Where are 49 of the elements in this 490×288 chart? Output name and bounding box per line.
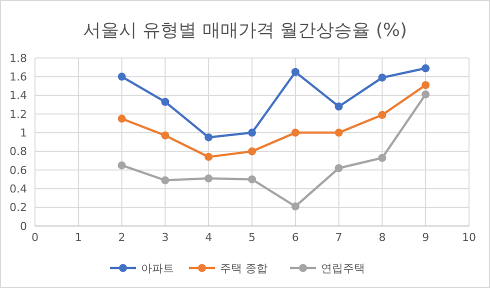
point <box>204 133 213 142</box>
point <box>204 174 213 182</box>
x-tick-label: 7 <box>335 231 342 244</box>
x-tick-label: 4 <box>205 231 212 244</box>
point <box>422 90 430 98</box>
x-tick-label: 6 <box>292 231 299 244</box>
x-tick-label: 10 <box>462 231 476 244</box>
y-tick-label: 1.2 <box>10 108 27 121</box>
point <box>118 114 126 123</box>
x-tick-label: 2 <box>118 231 126 244</box>
point <box>161 131 170 140</box>
y-tick-label: 1.4 <box>10 89 27 102</box>
point <box>248 128 256 137</box>
x-tick-label: 5 <box>248 231 256 244</box>
y-tick-label: 1.8 <box>10 52 27 65</box>
point <box>204 152 213 161</box>
y-tick-label: 0.2 <box>10 201 27 214</box>
chart-title: 서울시 유형별 매매가격 월간상승율 (%) <box>82 20 408 41</box>
point <box>248 175 256 184</box>
y-tick-label: 0 <box>20 220 27 233</box>
point <box>334 164 343 172</box>
x-tick-label: 1 <box>74 231 82 244</box>
y-tick-label: 1.6 <box>10 70 27 84</box>
point <box>422 81 430 90</box>
point <box>334 102 343 111</box>
point <box>291 202 300 210</box>
point <box>378 74 386 82</box>
point <box>422 64 430 72</box>
y-tick-label: 1 <box>20 126 27 140</box>
y-tick-label: 0.8 <box>10 145 27 158</box>
legend-label: 연립주택 <box>321 262 365 275</box>
point <box>378 154 386 162</box>
y-tick-label: 0.4 <box>10 182 27 196</box>
x-tick-label: 0 <box>32 231 38 244</box>
y-tick-label: 0.6 <box>10 164 27 177</box>
point <box>161 176 170 184</box>
point <box>161 98 170 106</box>
point <box>291 68 300 76</box>
x-tick-label: 3 <box>162 231 169 244</box>
point <box>378 110 386 119</box>
point <box>118 72 126 81</box>
legend-label: 아파트 <box>141 262 174 275</box>
legend-label: 주택 종합 <box>220 262 268 275</box>
point <box>291 128 300 137</box>
x-tick-label: 9 <box>422 231 430 244</box>
x-tick-label: 8 <box>378 231 386 244</box>
point <box>248 147 256 156</box>
point <box>118 161 126 170</box>
point <box>334 128 343 137</box>
